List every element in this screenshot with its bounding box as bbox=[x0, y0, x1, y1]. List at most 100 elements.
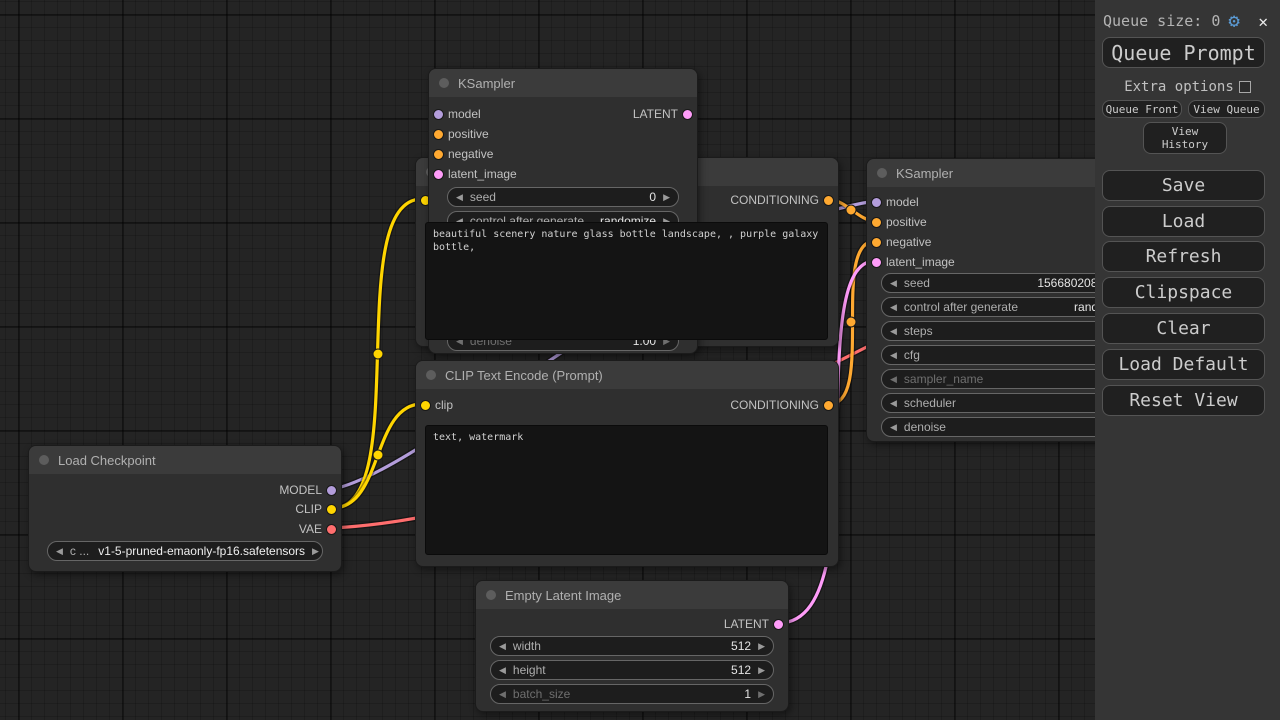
increment-arrow-icon[interactable]: ▶ bbox=[758, 664, 765, 675]
comfy-menu-panel: Queue size: 0 ⚙ ✕ Queue Prompt Extra opt… bbox=[1095, 0, 1280, 720]
increment-arrow-icon[interactable]: ▶ bbox=[758, 640, 765, 651]
widget-label: denoise bbox=[903, 420, 946, 434]
clear-label: Clear bbox=[1156, 318, 1211, 339]
view-history-button[interactable]: View History bbox=[1143, 122, 1227, 154]
widget-width[interactable]: ◀ width 512 ▶ bbox=[490, 636, 774, 656]
widget-ckpt-name[interactable]: ◀ c ... v1-5-pruned-emaonly-fp16.safeten… bbox=[47, 541, 323, 561]
input-slot-model[interactable] bbox=[871, 197, 882, 208]
input-slot-model[interactable] bbox=[433, 109, 444, 120]
decrement-arrow-icon[interactable]: ◀ bbox=[56, 545, 63, 556]
input-slot-clip[interactable] bbox=[420, 400, 431, 411]
output-slot-label: LATENT bbox=[723, 617, 769, 631]
queue-prompt-button[interactable]: Queue Prompt bbox=[1102, 37, 1265, 68]
extra-options-checkbox[interactable] bbox=[1238, 81, 1251, 93]
node-header[interactable]: CLIP Text Encode (Prompt) bbox=[416, 361, 838, 389]
node-header[interactable]: KSampler bbox=[429, 69, 697, 97]
decrement-arrow-icon[interactable]: ◀ bbox=[499, 664, 506, 675]
node-load-checkpoint[interactable]: Load Checkpoint MODEL CLIP VAE ◀ c ... v… bbox=[28, 445, 342, 572]
input-slot-label: negative bbox=[886, 235, 932, 249]
widget-label: c ... bbox=[69, 544, 90, 558]
decrement-arrow-icon[interactable]: ◀ bbox=[890, 373, 897, 384]
close-icon[interactable]: ✕ bbox=[1258, 11, 1268, 31]
node-header[interactable]: Load Checkpoint bbox=[29, 446, 341, 474]
widget-label: scheduler bbox=[903, 396, 956, 410]
widget-label: sampler_name bbox=[903, 372, 984, 386]
node-header[interactable]: Empty Latent Image bbox=[476, 581, 788, 609]
widget-height[interactable]: ◀ height 512 ▶ bbox=[490, 660, 774, 680]
decrement-arrow-icon[interactable]: ◀ bbox=[890, 325, 897, 336]
node-title: KSampler bbox=[896, 165, 954, 181]
decrement-arrow-icon[interactable]: ◀ bbox=[890, 277, 897, 288]
load-button[interactable]: Load bbox=[1102, 206, 1265, 237]
view-queue-label: View Queue bbox=[1193, 102, 1260, 116]
input-slot-label: latent_image bbox=[886, 255, 955, 269]
refresh-label: Refresh bbox=[1145, 246, 1222, 267]
positive-prompt-textarea[interactable]: beautiful scenery nature glass bottle la… bbox=[425, 222, 828, 340]
widget-seed[interactable]: ◀ seed 0 ▶ bbox=[447, 187, 679, 207]
increment-arrow-icon[interactable]: ▶ bbox=[758, 688, 765, 699]
input-slot-positive[interactable] bbox=[433, 129, 444, 140]
decrement-arrow-icon[interactable]: ◀ bbox=[499, 688, 506, 699]
queue-front-label: Queue Front bbox=[1105, 102, 1179, 116]
node-collapse-dot[interactable] bbox=[426, 370, 436, 380]
clipspace-label: Clipspace bbox=[1134, 282, 1233, 303]
decrement-arrow-icon[interactable]: ◀ bbox=[890, 349, 897, 360]
input-slot-latent-image[interactable] bbox=[433, 169, 444, 180]
input-slot-latent-image[interactable] bbox=[871, 257, 882, 268]
output-slot-conditioning[interactable] bbox=[823, 195, 834, 206]
negative-prompt-textarea[interactable]: text, watermark bbox=[425, 425, 828, 555]
node-collapse-dot[interactable] bbox=[39, 455, 49, 465]
reset-view-button[interactable]: Reset View bbox=[1102, 385, 1265, 416]
input-slot-negative[interactable] bbox=[871, 237, 882, 248]
widget-batch-size[interactable]: ◀ batch_size 1 ▶ bbox=[490, 684, 774, 704]
node-collapse-dot[interactable] bbox=[877, 168, 887, 178]
queue-front-button[interactable]: Queue Front bbox=[1102, 100, 1182, 118]
save-button[interactable]: Save bbox=[1102, 170, 1265, 201]
settings-gear-icon[interactable]: ⚙ bbox=[1228, 9, 1240, 32]
input-slot-positive[interactable] bbox=[871, 217, 882, 228]
input-slot-negative[interactable] bbox=[433, 149, 444, 160]
load-label: Load bbox=[1161, 211, 1206, 232]
output-slot-label: MODEL bbox=[279, 483, 322, 497]
input-slot-label: latent_image bbox=[448, 167, 517, 181]
node-empty-latent-image[interactable]: Empty Latent Image LATENT ◀ width 512 ▶ … bbox=[475, 580, 789, 712]
decrement-arrow-icon[interactable]: ◀ bbox=[890, 301, 897, 312]
widget-label: cfg bbox=[903, 348, 920, 362]
widget-label: batch_size bbox=[512, 687, 571, 701]
output-slot-latent[interactable] bbox=[682, 109, 693, 120]
widget-label: seed bbox=[903, 276, 930, 290]
load-default-label: Load Default bbox=[1118, 354, 1249, 375]
view-queue-button[interactable]: View Queue bbox=[1188, 100, 1265, 118]
output-slot-model[interactable] bbox=[326, 485, 337, 496]
decrement-arrow-icon[interactable]: ◀ bbox=[456, 191, 463, 202]
save-label: Save bbox=[1161, 175, 1206, 196]
decrement-arrow-icon[interactable]: ◀ bbox=[890, 421, 897, 432]
output-slot-conditioning[interactable] bbox=[823, 400, 834, 411]
output-slot-clip[interactable] bbox=[326, 504, 337, 515]
node-title: Load Checkpoint bbox=[58, 452, 156, 468]
output-slot-latent[interactable] bbox=[773, 619, 784, 630]
node-collapse-dot[interactable] bbox=[486, 590, 496, 600]
output-slot-label: CONDITIONING bbox=[730, 398, 819, 412]
input-slot-label: model bbox=[886, 195, 919, 209]
decrement-arrow-icon[interactable]: ◀ bbox=[499, 640, 506, 651]
clipspace-button[interactable]: Clipspace bbox=[1102, 277, 1265, 308]
decrement-arrow-icon[interactable]: ◀ bbox=[890, 397, 897, 408]
widget-label: width bbox=[512, 639, 541, 653]
input-slot-label: model bbox=[448, 107, 481, 121]
node-collapse-dot[interactable] bbox=[439, 78, 449, 88]
increment-arrow-icon[interactable]: ▶ bbox=[663, 191, 670, 202]
load-default-button[interactable]: Load Default bbox=[1102, 349, 1265, 380]
clear-button[interactable]: Clear bbox=[1102, 313, 1265, 344]
output-slot-vae[interactable] bbox=[326, 524, 337, 535]
widget-label: height bbox=[512, 663, 546, 677]
increment-arrow-icon[interactable]: ▶ bbox=[312, 545, 319, 556]
input-slot-label: positive bbox=[448, 127, 489, 141]
widget-label: control after generate bbox=[903, 300, 1018, 314]
queue-prompt-label: Queue Prompt bbox=[1111, 40, 1256, 65]
input-slot-label: clip bbox=[435, 398, 454, 412]
node-title: Empty Latent Image bbox=[505, 587, 622, 603]
refresh-button[interactable]: Refresh bbox=[1102, 241, 1265, 272]
input-slot-label: negative bbox=[448, 147, 494, 161]
node-title: KSampler bbox=[458, 75, 516, 91]
